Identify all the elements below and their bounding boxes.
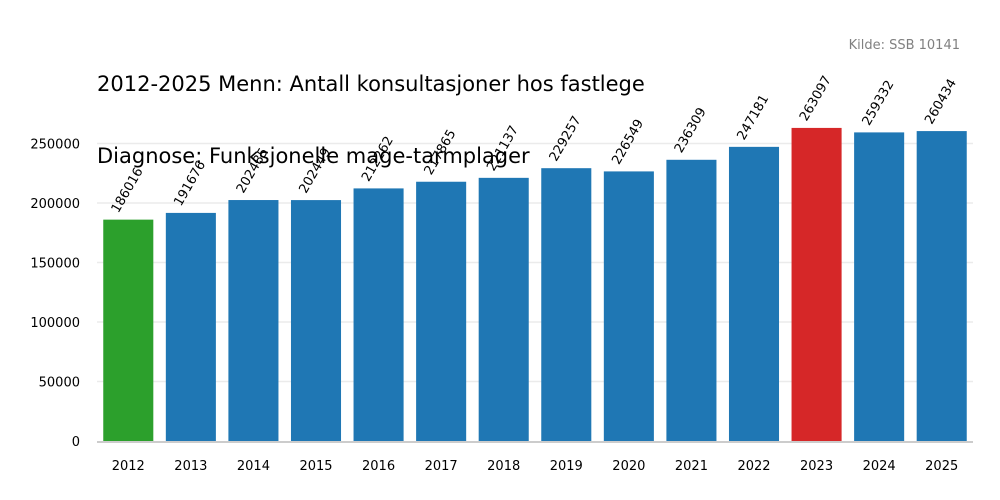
bars [103,127,967,442]
chart-title-line-2: Diagnose: Funksjonelle mage-tarmplager [97,144,530,168]
data-label: 229257 [547,114,585,164]
bar-2023 [791,127,842,441]
data-label: 202449 [296,146,334,196]
x-axis-ticks: 2012 2013 2014 2015 2016 2017 2018 2019 2020 2021… [112,459,959,474]
data-label: 212262 [359,134,397,184]
x-tick-label: 2013 [174,459,207,474]
x-tick-label: 2012 [112,459,145,474]
bar-2025 [916,131,967,441]
x-tick-label: 2016 [362,459,395,474]
y-tick-label: 50000 [39,376,80,391]
data-label: 186016 [109,165,147,215]
x-tick-label: 2020 [612,459,645,474]
x-tick-label: 2022 [737,459,770,474]
data-label: 260434 [922,77,960,127]
data-label: 247181 [734,92,772,142]
x-tick-label: 2024 [863,459,896,474]
y-tick-label: 250000 [30,138,80,153]
bar-2016 [353,188,404,441]
data-label: 221137 [484,123,522,173]
data-label: 259332 [860,78,898,128]
y-tick-label: 150000 [30,257,80,272]
y-tick-label: 100000 [30,316,80,331]
y-tick-label: 0 [72,435,80,450]
bar-2017 [416,181,467,441]
bar-2021 [666,159,717,441]
y-tick-label: 200000 [30,197,80,212]
x-tick-label: 2021 [675,459,708,474]
y-axis-ticks: 0 50000 100000 150000 200000 250000 [30,138,80,451]
source-note: Kilde: SSB 10141 [848,38,960,53]
data-label: 263097 [797,73,835,123]
data-label: 191676 [171,158,209,208]
x-tick-label: 2014 [237,459,270,474]
bar-2012 [103,219,154,441]
x-tick-label: 2018 [487,459,520,474]
bar-2018 [478,177,529,441]
chart-title: 2012-2025 Menn: Antall konsultasjoner ho… [97,24,645,192]
bar-2024 [854,132,905,442]
x-tick-label: 2023 [800,459,833,474]
bar-2013 [165,212,216,441]
x-tick-label: 2015 [299,459,332,474]
x-tick-label: 2025 [925,459,958,474]
bar-2014 [228,200,279,441]
bar-2020 [603,171,654,442]
chart-title-line-1: 2012-2025 Menn: Antall konsultasjoner ho… [97,72,645,96]
bar-2015 [290,200,342,441]
data-label: 226549 [609,117,647,167]
bar-2019 [541,168,592,441]
data-label: 217865 [422,127,460,177]
data-label: 236309 [672,105,710,155]
x-tick-label: 2017 [425,459,458,474]
data-label: 202485 [234,146,272,196]
bar-2022 [728,146,780,441]
x-tick-label: 2019 [550,459,583,474]
